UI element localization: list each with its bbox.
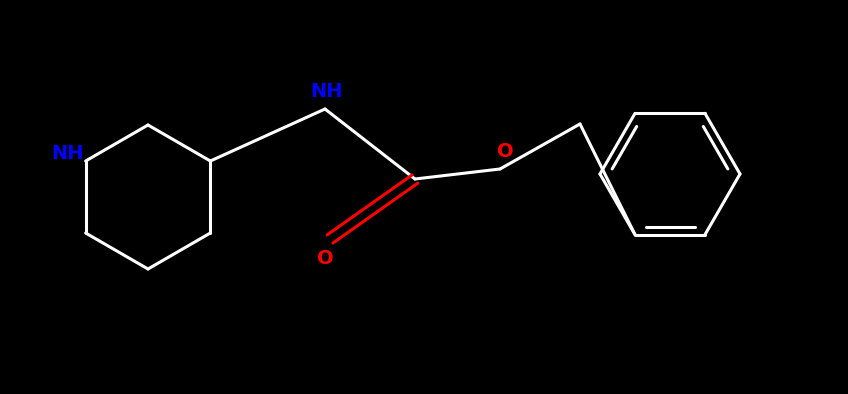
Text: NH: NH: [310, 82, 343, 100]
Text: O: O: [497, 141, 513, 160]
Text: O: O: [316, 249, 333, 268]
Text: NH: NH: [52, 143, 84, 162]
